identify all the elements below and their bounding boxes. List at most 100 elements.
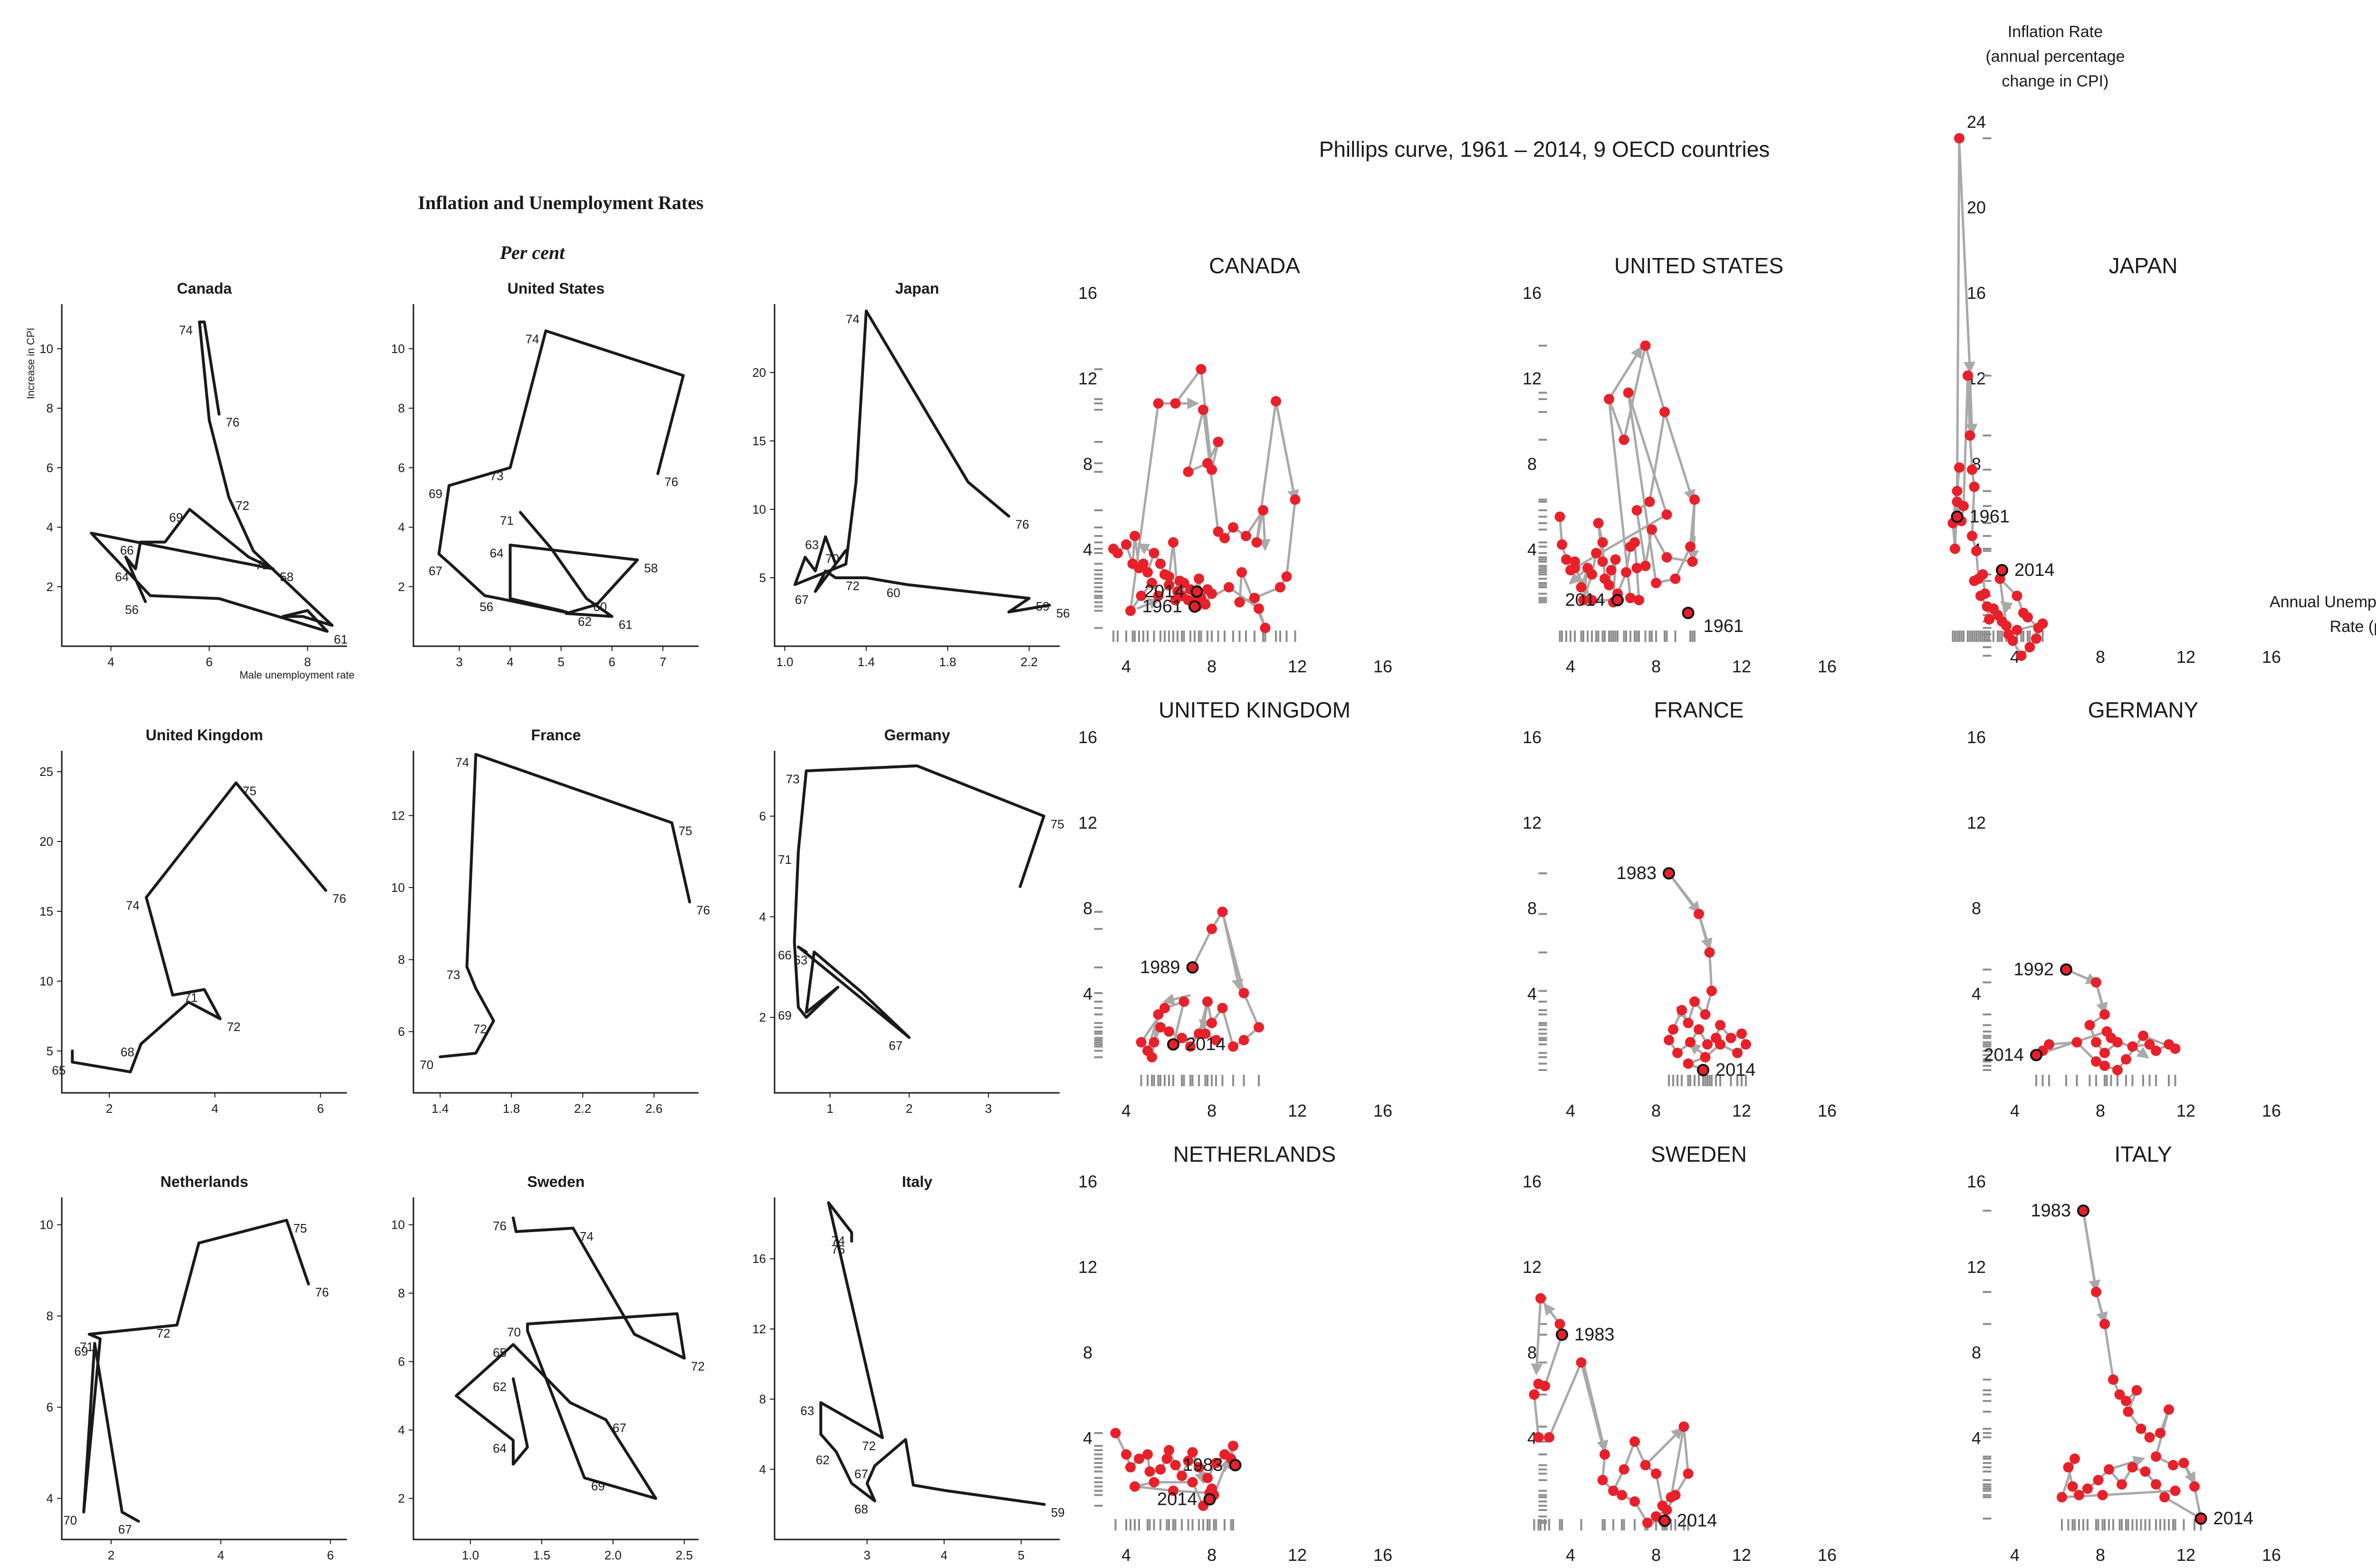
data-point xyxy=(1164,1026,1174,1037)
data-point xyxy=(1533,1378,1544,1389)
y-tick-label: 12 xyxy=(391,808,405,822)
data-point xyxy=(1149,1477,1159,1488)
data-point xyxy=(1587,569,1597,580)
left-panel-japan: Japan 1.0 1.4 1.8 2.2 5 10 15 20 76 74 63 70 67 72 60 59… xyxy=(752,280,1070,669)
y-tick-label: 4 xyxy=(1972,984,1981,1004)
year-label: 69 xyxy=(429,487,442,501)
year-label: 68 xyxy=(121,1045,134,1059)
data-point xyxy=(1631,563,1642,574)
data-point xyxy=(1202,458,1213,468)
data-point xyxy=(2067,1481,2078,1492)
highlight-year-label: 2014 xyxy=(1144,582,1185,602)
data-point xyxy=(1207,588,1217,599)
series-line xyxy=(455,1216,686,1500)
y-tick-label: 10 xyxy=(39,974,53,988)
data-point xyxy=(1593,518,1604,528)
y-tick-label: 6 xyxy=(398,1024,405,1039)
data-point xyxy=(1631,505,1642,516)
y-tick-label: 16 xyxy=(1967,1172,1986,1191)
axes xyxy=(774,751,1060,1094)
data-point xyxy=(1623,387,1634,398)
data-point xyxy=(1604,394,1614,404)
data-point xyxy=(1202,1472,1213,1483)
data-point xyxy=(1651,1468,1661,1479)
year-label: 74 xyxy=(455,755,469,770)
data-point xyxy=(2178,1458,2189,1468)
y-tick-label: 6 xyxy=(47,1400,53,1415)
x-tick-label: 12 xyxy=(1732,1545,1751,1565)
x-tick-label: 5 xyxy=(557,655,564,669)
data-point xyxy=(2016,650,2027,661)
y-tick-label: 16 xyxy=(1078,727,1097,747)
x-tick-label: 1.8 xyxy=(503,1101,520,1116)
y-tick-label: 10 xyxy=(391,1218,405,1232)
y-tick-label: 8 xyxy=(398,401,405,415)
x-tick-label: 2 xyxy=(108,1548,115,1562)
data-point xyxy=(1271,396,1281,407)
data-point xyxy=(1241,531,1251,541)
right-panel-france: FRANCE 4 8 12 16 4 8 12 16 1983 2014 xyxy=(1523,698,1837,1120)
data-point xyxy=(1155,1022,1166,1033)
series-line xyxy=(793,309,1051,613)
left-x-axis-label: Male unemployment rate xyxy=(240,669,354,681)
y-tick-label: 20 xyxy=(752,365,766,380)
data-point xyxy=(2170,1485,2181,1496)
data-point xyxy=(1621,567,1631,578)
data-point xyxy=(1683,1058,1694,1069)
axes xyxy=(61,751,347,1094)
y-tick-label: 8 xyxy=(1972,1343,1981,1362)
data-point xyxy=(1640,340,1651,351)
highlight-point xyxy=(1682,607,1695,619)
data-point xyxy=(1702,1039,1713,1050)
data-point xyxy=(1183,467,1194,477)
data-point xyxy=(1683,1018,1694,1028)
data-point xyxy=(1600,1449,1610,1460)
y-tick-label: 4 xyxy=(1083,540,1092,559)
x-tick-label: 6 xyxy=(206,655,212,669)
axes xyxy=(774,1197,1060,1540)
data-point xyxy=(1207,1018,1217,1028)
data-point xyxy=(2012,625,2022,635)
data-point xyxy=(1967,531,1977,541)
right-x-axis-label-1: Annual Unemployment xyxy=(2270,593,2376,611)
highlight-year-label: 2014 xyxy=(1715,1060,1756,1080)
y-tick-label: 16 xyxy=(1078,283,1097,303)
data-point xyxy=(1149,1037,1159,1048)
data-point xyxy=(1659,407,1670,417)
y-tick-label: 4 xyxy=(1527,1428,1537,1448)
year-label: 74 xyxy=(126,899,140,913)
data-point xyxy=(1178,996,1189,1007)
data-point xyxy=(1647,524,1657,535)
panel-title: CANADA xyxy=(1209,253,1300,278)
data-point xyxy=(1634,595,1644,605)
y-tick-label: 2 xyxy=(759,1010,766,1024)
panel-title: Canada xyxy=(177,280,232,297)
year-label: 73 xyxy=(490,468,504,483)
data-point xyxy=(1254,603,1264,614)
data-point xyxy=(2031,633,2041,644)
direction-arrow xyxy=(1958,142,1976,374)
data-point xyxy=(1700,1052,1711,1062)
trajectory-line xyxy=(1559,344,1696,603)
data-point xyxy=(2091,1056,2101,1067)
y-tick-label: 8 xyxy=(1527,454,1537,474)
direction-arrow xyxy=(2000,601,2013,613)
right-panel-united-kingdom: UNITED KINGDOM 4 8 12 16 4 8 12 16 1989 2014 xyxy=(1078,698,1392,1120)
x-tick-label: 1.4 xyxy=(858,655,875,669)
year-label: 67 xyxy=(429,564,442,578)
x-tick-label: 4 xyxy=(2010,647,2020,667)
data-point xyxy=(1213,437,1224,447)
right-panel-japan: JAPAN481216202448121619612014 xyxy=(1947,112,2281,667)
direction-arrow xyxy=(1162,994,1191,1005)
data-point xyxy=(1170,595,1181,605)
year-label: 65 xyxy=(52,1063,66,1077)
data-point xyxy=(2074,1490,2084,1501)
data-point xyxy=(1238,1035,1249,1045)
direction-arrow xyxy=(1136,598,1161,610)
direction-arrow xyxy=(1663,411,1696,502)
year-label: 59 xyxy=(1036,599,1050,613)
year-label: 60 xyxy=(887,585,901,600)
y-tick-label: 4 xyxy=(398,1423,405,1437)
